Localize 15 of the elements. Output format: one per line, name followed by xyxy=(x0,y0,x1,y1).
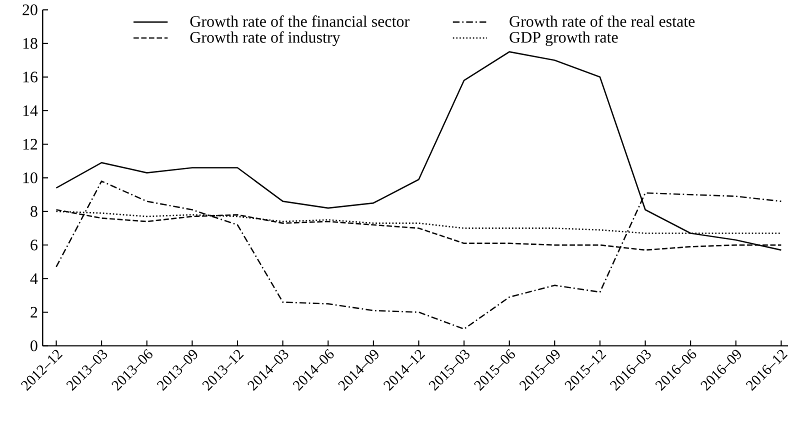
y-tick-label: 4 xyxy=(30,273,38,284)
y-tick-label: 2 xyxy=(30,306,38,318)
legend-label: Growth rate of industry xyxy=(190,31,340,46)
legend-label: GDP growth rate xyxy=(510,31,618,46)
y-tick-label: 0 xyxy=(30,340,38,352)
y-tick-label: 20 xyxy=(22,4,38,16)
y-tick-label: 8 xyxy=(30,206,38,217)
y-tick-label: 6 xyxy=(30,240,38,250)
legend-label: Growth rate of the financial sector xyxy=(190,15,410,27)
y-tick-label: 16 xyxy=(23,72,38,82)
legend-label: Growth rate of the real estate xyxy=(510,15,695,27)
y-tick-label: 12 xyxy=(23,138,38,150)
y-tick-label: 10 xyxy=(23,172,38,184)
y-tick-label: 14 xyxy=(23,105,38,116)
y-tick-label: 18 xyxy=(23,38,38,49)
